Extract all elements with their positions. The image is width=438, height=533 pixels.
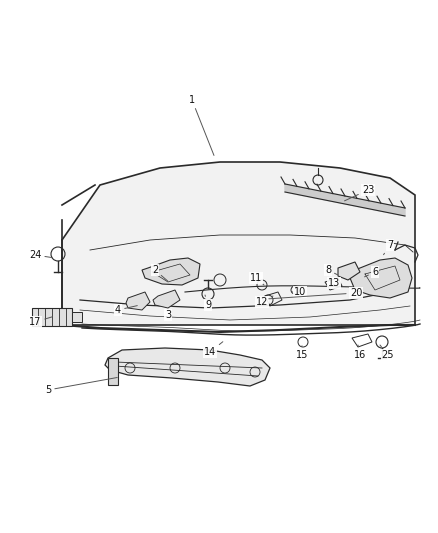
Text: 17: 17 xyxy=(29,317,52,327)
Text: 9: 9 xyxy=(205,295,211,310)
Text: 6: 6 xyxy=(364,267,378,277)
Text: 23: 23 xyxy=(345,185,374,201)
Polygon shape xyxy=(32,308,72,326)
Text: 11: 11 xyxy=(250,273,264,285)
Text: 5: 5 xyxy=(45,377,117,395)
Text: 4: 4 xyxy=(115,305,137,315)
Text: 15: 15 xyxy=(296,346,308,360)
Text: 20: 20 xyxy=(269,288,362,299)
Text: 8: 8 xyxy=(325,265,338,275)
Polygon shape xyxy=(338,262,360,280)
Polygon shape xyxy=(62,162,415,325)
Text: 16: 16 xyxy=(354,345,366,360)
Text: 24: 24 xyxy=(29,250,52,260)
Polygon shape xyxy=(142,258,200,285)
Text: 14: 14 xyxy=(204,342,223,357)
Text: 1: 1 xyxy=(189,95,214,156)
Text: 7: 7 xyxy=(384,240,393,255)
Polygon shape xyxy=(108,358,118,385)
Text: 13: 13 xyxy=(328,278,340,288)
Text: 25: 25 xyxy=(380,345,394,360)
Polygon shape xyxy=(350,258,412,298)
Polygon shape xyxy=(153,290,180,308)
Text: 10: 10 xyxy=(292,287,306,297)
Text: 3: 3 xyxy=(165,306,172,320)
Polygon shape xyxy=(285,184,405,216)
Polygon shape xyxy=(105,348,270,386)
Text: 12: 12 xyxy=(256,296,273,307)
Text: 2: 2 xyxy=(152,265,168,281)
Polygon shape xyxy=(126,292,150,310)
Polygon shape xyxy=(72,312,82,322)
